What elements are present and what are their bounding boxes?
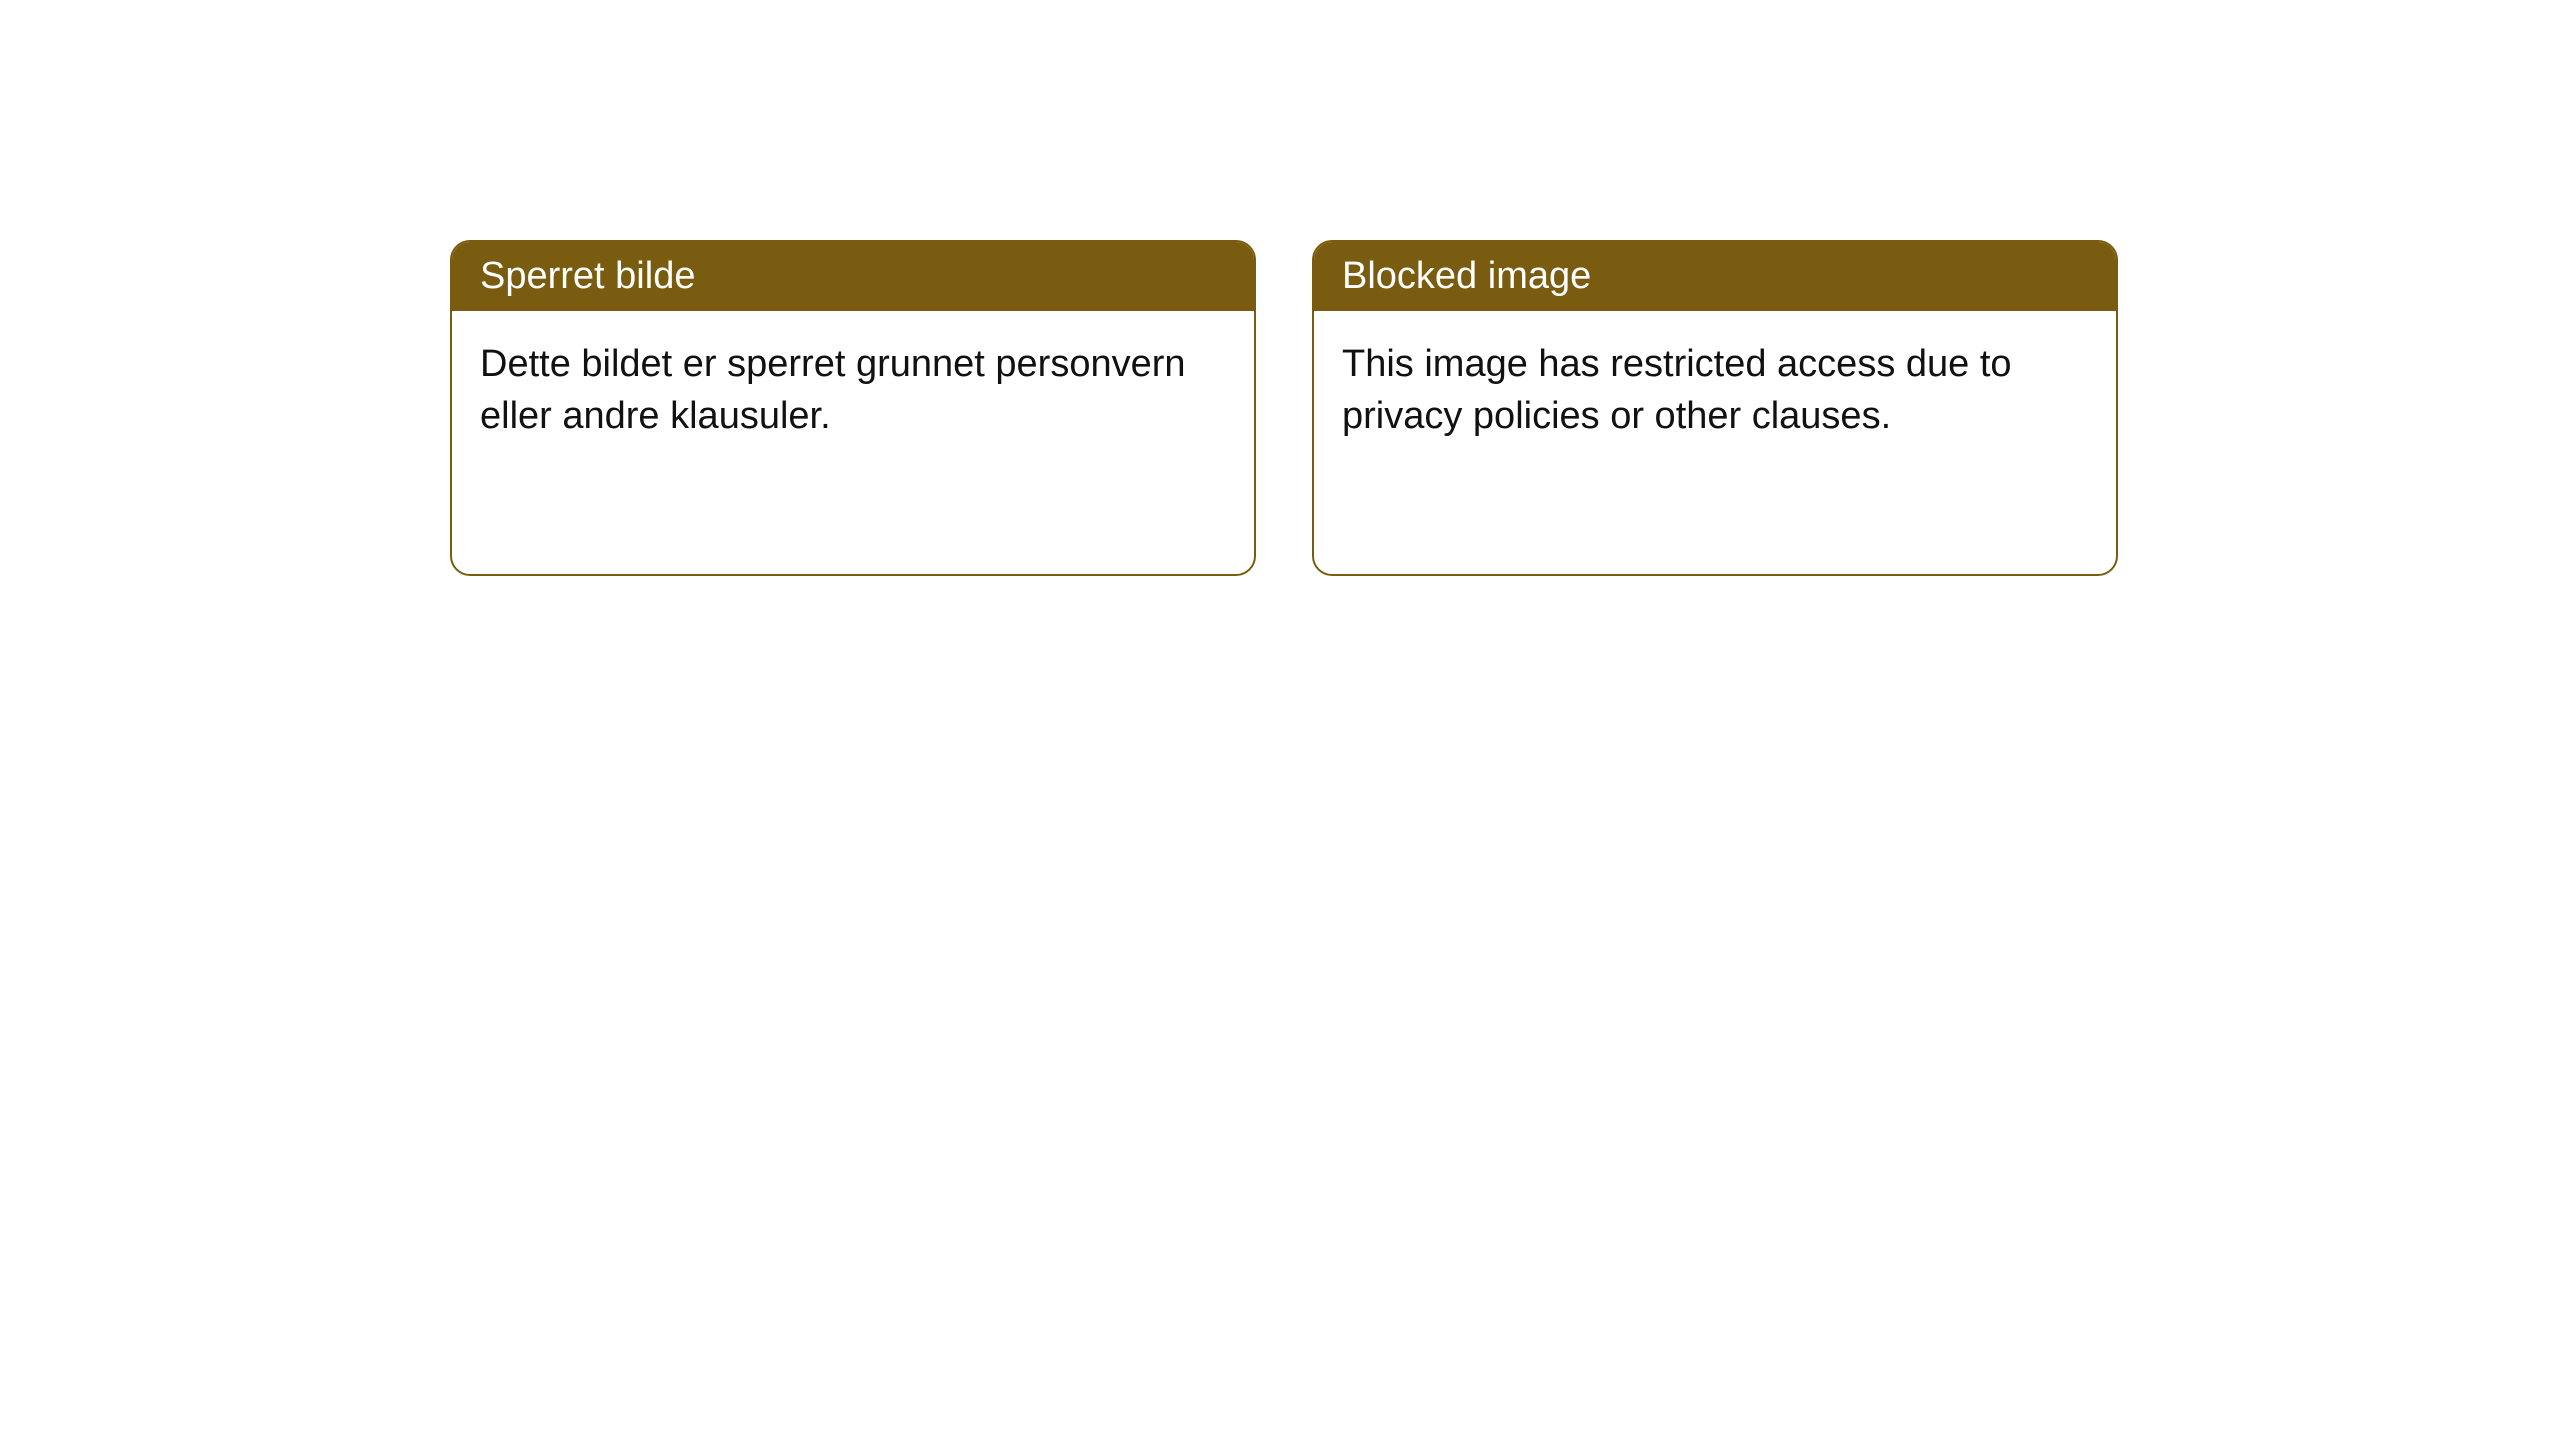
card-body-english: This image has restricted access due to … — [1314, 311, 2116, 470]
cards-container: Sperret bilde Dette bildet er sperret gr… — [0, 0, 2560, 576]
blocked-image-card-norwegian: Sperret bilde Dette bildet er sperret gr… — [450, 240, 1256, 576]
card-body-norwegian: Dette bildet er sperret grunnet personve… — [452, 311, 1254, 470]
blocked-image-card-english: Blocked image This image has restricted … — [1312, 240, 2118, 576]
card-header-norwegian: Sperret bilde — [452, 242, 1254, 311]
card-header-english: Blocked image — [1314, 242, 2116, 311]
